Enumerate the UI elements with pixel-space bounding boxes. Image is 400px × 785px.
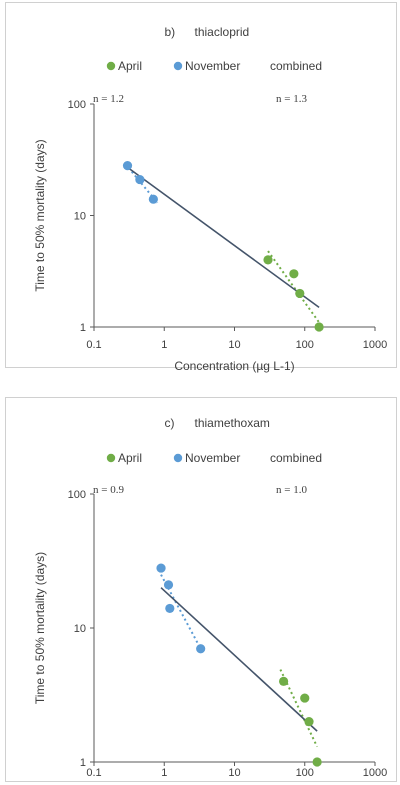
y-axis-label: Time to 50% mortality (days) (33, 552, 47, 704)
panel-label: b) (165, 25, 176, 39)
data-point-november (135, 174, 145, 185)
x-tick-label: 10 (228, 767, 240, 779)
chart-title: thiamethoxam (195, 416, 270, 430)
chart-panel-thiamethoxam: c) thiamethoxam April November combined n = 0… (5, 397, 397, 782)
slope-annotation: n = 1.0 (276, 484, 307, 496)
panel-label: c) (165, 416, 175, 430)
data-point-april (263, 255, 273, 265)
legend-label-combined: combined (270, 451, 322, 465)
legend-label-november: November (185, 451, 240, 465)
data-point-november (165, 603, 175, 614)
legend-marker-april (106, 453, 116, 463)
y-tick-label: 100 (68, 99, 86, 111)
x-tick-label: 1 (161, 339, 167, 351)
data-point-november (122, 161, 133, 171)
data-point-november (196, 644, 206, 654)
fit-line-combined (160, 587, 318, 732)
legend-marker-april (106, 61, 116, 71)
legend-label-november: November (185, 59, 240, 73)
data-point-november (148, 194, 158, 204)
data-point-april (304, 717, 314, 727)
slope-annotation: n = 1.3 (276, 93, 307, 105)
y-tick-label: 10 (74, 623, 86, 635)
chart-thiamethoxam: c) thiamethoxam April November combined n = 0… (33, 416, 387, 779)
y-tick-label: 10 (74, 211, 86, 223)
legend-label-april: April (118, 451, 142, 465)
slope-annotation: n = 0.9 (93, 484, 124, 496)
chart-title: thiacloprid (195, 25, 250, 39)
data-point-april (300, 693, 310, 703)
chart-thiacloprid: b) thiacloprid April November combined n = 1.… (33, 25, 387, 373)
slope-annotation: n = 1.2 (93, 93, 124, 105)
x-tick-label: 100 (296, 767, 314, 779)
data-point-april (314, 322, 324, 332)
fit-line-november (160, 574, 202, 650)
fit-line-april (267, 250, 320, 323)
x-tick-label: 0.1 (86, 339, 101, 351)
y-tick-label: 100 (68, 489, 86, 501)
data-point-april (295, 288, 305, 299)
x-tick-label: 10 (228, 339, 240, 351)
data-point-april (279, 676, 289, 686)
fit-line-april (279, 669, 319, 748)
data-point-april (312, 757, 322, 767)
x-tick-label: 1000 (363, 339, 387, 351)
x-tick-label: 0.1 (86, 767, 101, 779)
y-tick-label: 1 (80, 757, 86, 769)
chart-panel-thiacloprid: b) thiacloprid April November combined n = 1.… (5, 2, 397, 373)
y-axis-label: Time to 50% mortality (days) (33, 139, 47, 291)
data-point-november (163, 580, 174, 590)
data-point-april (289, 269, 299, 279)
data-point-november (156, 563, 166, 573)
x-tick-label: 100 (296, 339, 314, 351)
legend-marker-november (173, 453, 183, 463)
x-tick-label: 1 (161, 767, 167, 779)
legend-label-combined: combined (270, 59, 322, 73)
x-tick-label: 1000 (363, 767, 387, 779)
y-tick-label: 1 (80, 322, 86, 334)
legend-marker-november (173, 61, 183, 71)
fit-line-combined (127, 166, 320, 309)
x-axis-label: Concentration (µg L-1) (174, 359, 294, 373)
legend-label-april: April (118, 59, 142, 73)
